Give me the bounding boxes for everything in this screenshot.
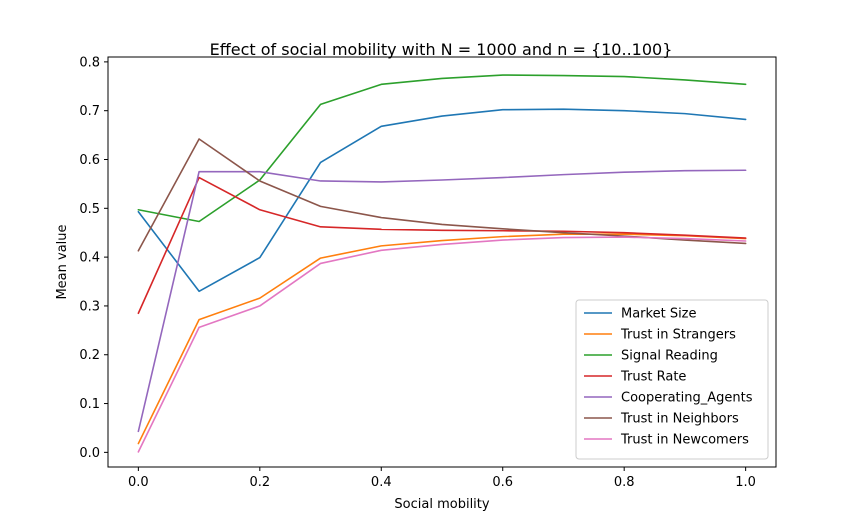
- x-tick-label: 0.6: [492, 475, 513, 490]
- y-tick-label: 0.8: [79, 55, 100, 70]
- x-tick-label: 0.4: [371, 475, 392, 490]
- legend: Market Size Trust in Strangers Signal Read…: [575, 299, 769, 460]
- legend-label: Signal Reading: [621, 349, 718, 364]
- series-line-6: [137, 236, 747, 453]
- series-layer: [137, 74, 747, 453]
- y-tick-label: 0.6: [79, 153, 100, 168]
- x-tick-label: 0.0: [128, 475, 149, 490]
- y-tick-label: 0.5: [79, 202, 100, 217]
- series-line-1: [137, 233, 747, 445]
- y-tick-label: 0.7: [79, 104, 100, 119]
- series-line-3: [137, 176, 747, 315]
- legend-label: Trust in Neighbors: [620, 412, 739, 427]
- x-axis: 0.0 0.2 0.4 0.6 0.8 1.0: [128, 467, 756, 490]
- series-line-2: [137, 74, 747, 223]
- series-line-0: [137, 108, 747, 293]
- y-tick-label: 0.1: [79, 397, 100, 412]
- legend-label: Trust in Newcomers: [620, 433, 749, 448]
- x-tick-label: 1.0: [735, 475, 756, 490]
- legend-box: [575, 299, 769, 460]
- chart-title: Effect of social mobility with N = 1000 …: [210, 40, 673, 59]
- y-tick-label: 0.2: [79, 348, 100, 363]
- x-tick-label: 0.2: [249, 475, 270, 490]
- legend-label: Cooperating_Agents: [621, 391, 753, 406]
- y-axis-label: Mean value: [55, 224, 70, 299]
- legend-label: Trust Rate: [620, 370, 686, 385]
- y-tick-label: 0.3: [79, 299, 100, 314]
- series-line-4: [137, 169, 747, 433]
- x-tick-label: 0.8: [614, 475, 635, 490]
- legend-label: Trust in Strangers: [620, 328, 736, 343]
- x-axis-label: Social mobility: [394, 497, 489, 512]
- plot-area-frame: [107, 56, 777, 468]
- y-axis: 0.0 0.1 0.2 0.3 0.4 0.5 0.6 0.7 0.8: [79, 55, 108, 461]
- legend-label: Market Size: [621, 307, 697, 322]
- y-tick-label: 0.4: [79, 251, 100, 266]
- y-tick-label: 0.0: [79, 446, 100, 461]
